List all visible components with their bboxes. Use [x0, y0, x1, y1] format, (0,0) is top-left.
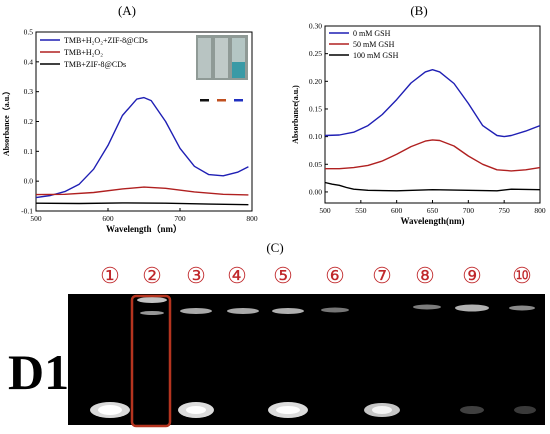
- y-tick-label: 0.25: [309, 49, 322, 58]
- x-tick-label: 550: [355, 206, 367, 215]
- legend-label-3: TMB+ZIF-8@CDs: [64, 60, 126, 69]
- y-tick-label: 0.10: [309, 132, 322, 141]
- y-tick-label: 0.0: [24, 177, 34, 186]
- panel-a-legend: TMB+H₂O₂+ZIF-8@CDs TMB+H₂O₂ TMB+ZIF-8@CDs: [40, 36, 148, 69]
- panel-b-label: (B): [410, 3, 427, 18]
- y-tick-label: 0.4: [24, 57, 34, 66]
- x-tick-label: 800: [534, 206, 546, 215]
- panel-b-legend: 0 mM GSH 50 mM GSH 100 mM GSH: [329, 29, 399, 60]
- legend-label-2: TMB+H₂O₂: [64, 48, 103, 57]
- panel-b-x-axis-label: Wavelength(nm): [401, 216, 465, 226]
- y-tick-label: 0.5: [24, 28, 34, 37]
- panel-b-chart: (B) 500 550 600 650 700 750 800 0.000.050.100.…: [291, 3, 546, 226]
- panel-a-x-ticks: 500 600 700 800: [30, 208, 258, 223]
- gel-lane-label-2: ②: [142, 263, 162, 288]
- y-tick-label: 0.15: [309, 104, 322, 113]
- legend-label-2: 50 mM GSH: [353, 40, 395, 49]
- x-tick-label: 500: [30, 214, 42, 223]
- y-tick-label: 0.20: [309, 77, 322, 86]
- x-tick-label: 650: [427, 206, 439, 215]
- series-line-2: [35, 186, 249, 196]
- panel-c-label: (C): [266, 240, 283, 255]
- x-tick-label: 800: [246, 214, 258, 223]
- gel-lane-label-1: ①: [100, 263, 120, 288]
- x-tick-label: 700: [463, 206, 475, 215]
- y-tick-label: 0.2: [24, 117, 34, 126]
- legend-label-3: 100 mM GSH: [353, 51, 399, 60]
- panel-b-x-ticks: 500 550 600 650 700 750 800: [319, 200, 546, 215]
- y-tick-label: 0.30: [309, 22, 322, 31]
- series-line-3: [324, 181, 541, 192]
- gel-lane-label-7: ⑦: [372, 263, 392, 288]
- panel-a-inset-markers: [200, 99, 243, 102]
- series-line-2: [325, 139, 541, 172]
- y-tick-label: -0.1: [21, 207, 33, 216]
- series-line-3: [35, 202, 249, 206]
- inset-marker-3: [234, 99, 243, 102]
- gel-lane-label-10: ⑩: [512, 263, 532, 288]
- gel-lane-label-9: ⑨: [462, 263, 482, 288]
- gel-lane-label-4: ④: [227, 263, 247, 288]
- panel-b-y-axis-label: Absorbance(a.u.): [291, 85, 300, 144]
- panel-a-label: (A): [118, 3, 136, 18]
- gel-image: [68, 294, 545, 425]
- y-tick-label: 0.1: [24, 147, 34, 156]
- legend-label-1: 0 mM GSH: [353, 29, 391, 38]
- panel-a-x-axis-label: Wavelength（nm）: [106, 224, 182, 234]
- gel-lane-2-highlight: [130, 294, 172, 428]
- y-tick-label: 0.3: [24, 87, 34, 96]
- y-tick-label: 0.00: [309, 187, 322, 196]
- x-tick-label: 500: [319, 206, 331, 215]
- gel-bands: [90, 297, 536, 418]
- panel-a-chart: (A) 500 600 700 800 -0.10.00.10.20.30.40.5 …: [1, 3, 258, 234]
- panel-a-y-axis-label: Absorbance（a.u.）: [1, 87, 11, 156]
- legend-label-1: TMB+H₂O₂+ZIF-8@CDs: [64, 36, 148, 45]
- series-line-1: [324, 68, 541, 138]
- series-line-1: [35, 96, 249, 199]
- x-tick-label: 600: [102, 214, 114, 223]
- gel-lane-label-6: ⑥: [325, 263, 345, 288]
- panel-a-inset-photo: [196, 35, 248, 90]
- panel-b-series: [324, 68, 541, 192]
- x-tick-label: 700: [174, 214, 186, 223]
- gel-lane-label-8: ⑧: [415, 263, 435, 288]
- x-tick-label: 600: [391, 206, 403, 215]
- inset-marker-1: [200, 99, 209, 102]
- y-tick-label: 0.05: [309, 160, 322, 169]
- gel-row-label: D1: [8, 344, 69, 400]
- panel-a-y-ticks: -0.1 0.0 0.1 0.2 0.3 0.4 0.5: [21, 28, 39, 216]
- gel-lane-label-5: ⑤: [273, 263, 293, 288]
- panel-b-y-ticks: 0.00 0.05 0.10 0.15 0.20 0.25 0.30: [309, 22, 328, 196]
- gel-lane-label-3: ③: [186, 263, 206, 288]
- inset-marker-2: [217, 99, 226, 102]
- x-tick-label: 750: [499, 206, 511, 215]
- panel-a-series: [35, 96, 249, 206]
